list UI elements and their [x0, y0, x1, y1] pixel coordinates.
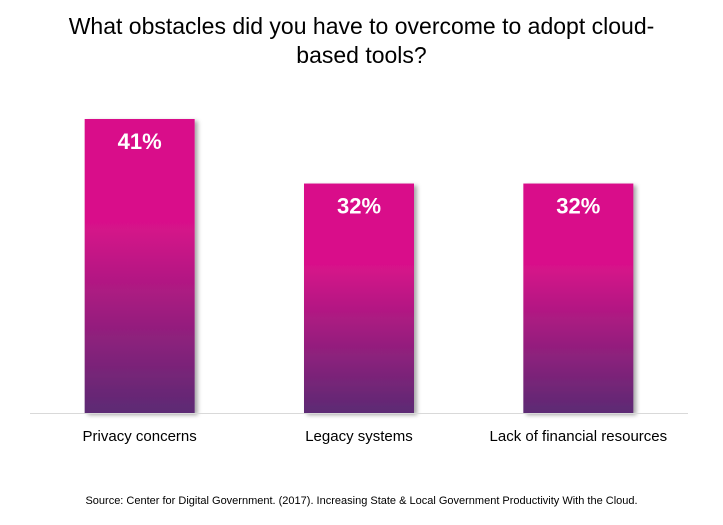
bar-3: [523, 183, 634, 413]
category-label-3: Lack of financial resources: [490, 428, 668, 445]
labels-layer: 41% Privacy concerns 32% Legacy systems 32% L…: [83, 129, 668, 445]
value-label-1: 41%: [118, 129, 162, 154]
bars-layer: [84, 119, 634, 413]
category-label-2: Legacy systems: [305, 428, 413, 445]
source-note: Source: Center for Digital Government. (…: [85, 495, 638, 507]
value-label-3: 32%: [556, 194, 600, 219]
category-label-1: Privacy concerns: [83, 428, 197, 445]
chart-title: What obstacles did you have to overcome …: [68, 13, 655, 68]
bar-2: [304, 183, 414, 413]
bar-1: [84, 119, 195, 413]
value-label-2: 32%: [337, 194, 381, 219]
